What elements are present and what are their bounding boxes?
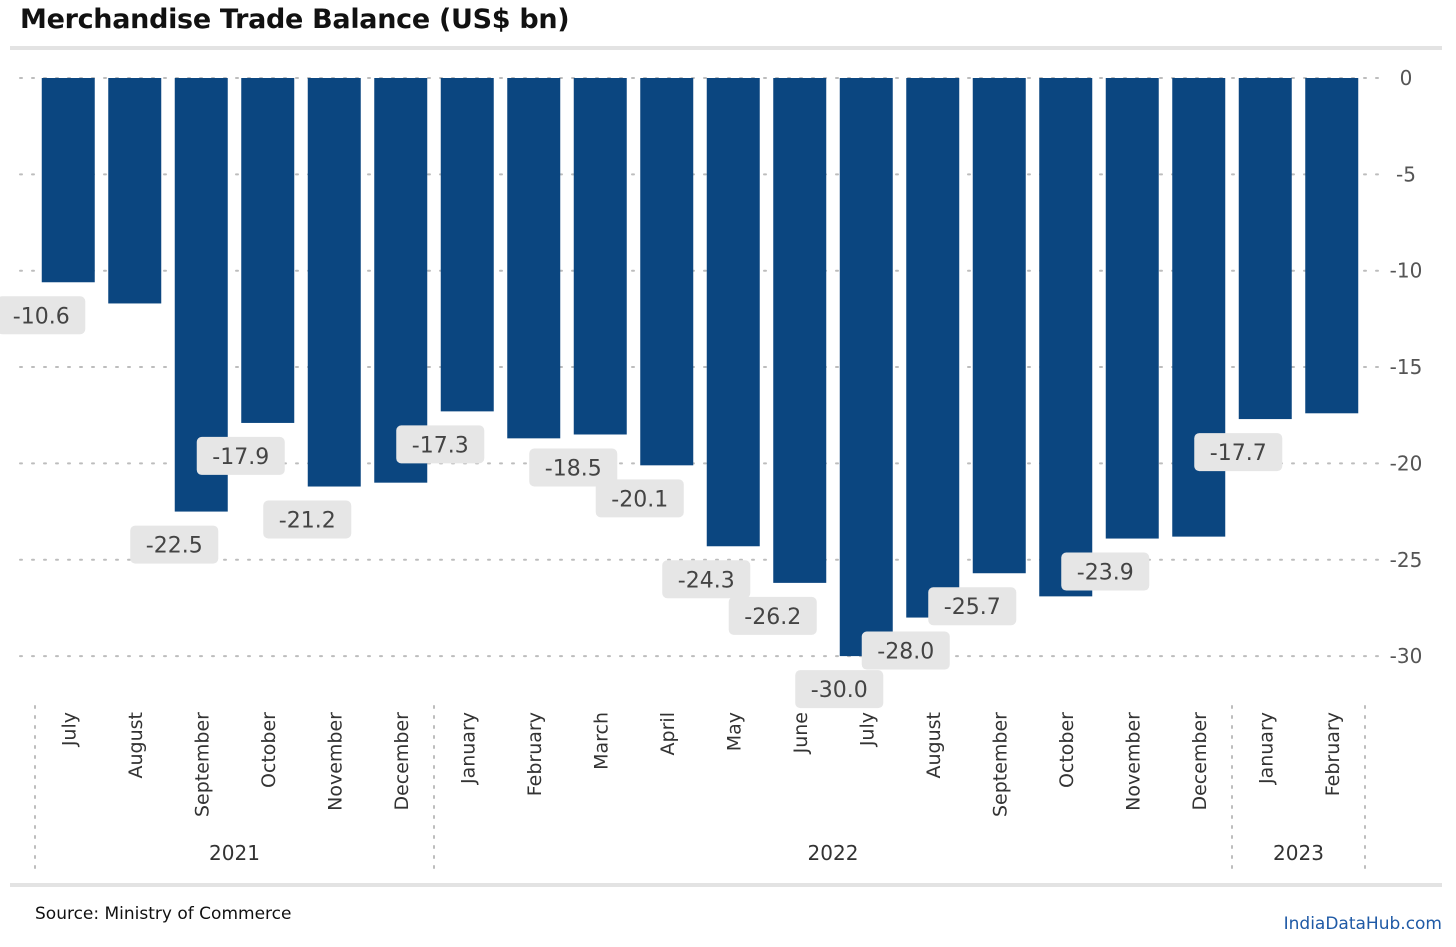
data-label-bg [396,425,485,464]
data-label-bg [595,479,684,518]
year-label: 2021 [209,841,260,865]
data-label: -28.0 [861,631,950,670]
x-tick-label: August [125,712,147,779]
x-tick-label: July [58,712,80,747]
data-label-text: -25.7 [944,595,1001,620]
y-tick-label: -20 [1390,451,1423,475]
y-tick-label: 0 [1400,66,1413,90]
y-tick-label: -25 [1390,548,1423,572]
data-label: -20.1 [595,479,684,518]
chart-title: Merchandise Trade Balance (US$ bn) [20,4,570,35]
bar [1105,78,1159,539]
data-label-text: -21.2 [279,509,336,534]
x-tick-label: January [1255,712,1277,785]
bar [108,78,162,304]
data-label-text: -20.1 [611,487,668,512]
bar [41,78,95,283]
x-tick-label: October [1056,712,1078,788]
data-label-bg [728,596,817,635]
bar [374,78,428,483]
x-tick-label: October [258,712,280,788]
y-tick-label: -30 [1390,644,1423,668]
x-tick-label: September [989,712,1011,817]
bar [1039,78,1093,597]
bar [573,78,627,435]
data-label-text: -24.3 [678,568,735,593]
data-label-bg [861,631,950,670]
data-label-text: -28.0 [877,640,934,665]
y-tick-label: -10 [1390,259,1423,283]
data-label: -10.6 [0,296,86,335]
bar [507,78,561,439]
data-label-text: -22.5 [146,534,203,559]
data-label-text: -17.9 [212,445,269,470]
bar-chart: 0 -5 -10 -15 -20 -25 -30 -10.6 -22.5 -17.9 -21.2 -1… [0,66,1423,873]
data-label-bg [1061,552,1150,591]
data-label-bg [0,296,86,335]
x-tick-label: December [391,712,413,811]
data-label-text: -26.2 [744,605,801,630]
year-label: 2023 [1273,841,1324,865]
x-tick-label: April [657,712,679,755]
x-tick-label: May [723,712,745,751]
data-label-bg [196,436,285,475]
data-label: -25.7 [928,587,1017,626]
data-label-text: -30.0 [811,678,868,703]
data-label-bg [263,500,352,539]
data-label: -23.9 [1061,552,1150,591]
bar [307,78,361,487]
x-tick-label: March [590,712,612,770]
year-label: 2022 [808,841,859,865]
x-tick-label: July [856,712,878,747]
data-label: -18.5 [529,448,618,487]
data-label-text: -17.7 [1210,441,1267,466]
data-label-text: -17.3 [412,433,469,458]
data-label-text: -18.5 [545,456,602,481]
data-label: -26.2 [728,596,817,635]
data-label-bg [795,670,884,709]
data-label: -17.7 [1194,433,1283,472]
data-label-bg [1194,433,1283,472]
x-tick-label: December [1189,712,1211,811]
data-label-bg [130,525,219,564]
x-tick-label: February [524,712,546,796]
bar [972,78,1026,574]
bar [241,78,295,423]
bar [440,78,494,412]
x-tick-label: November [324,712,346,811]
data-label-text: -10.6 [13,304,70,329]
x-tick-label: August [923,712,945,779]
y-tick-label: -5 [1396,162,1416,186]
x-tick-label: June [790,712,812,754]
bar [1238,78,1292,420]
bar [773,78,827,583]
data-label-bg [529,448,618,487]
footer-rule [10,883,1442,887]
source-note: Source: Ministry of Commerce [35,904,292,924]
data-label: -17.9 [196,436,285,475]
bar [906,78,960,618]
data-label: -30.0 [795,670,884,709]
x-tick-label: September [191,712,213,817]
data-label: -21.2 [263,500,352,539]
x-tick-label: February [1322,712,1344,796]
bar [839,78,893,657]
data-label-bg [662,560,751,599]
x-tick-label: January [457,712,479,785]
data-label-text: -23.9 [1077,561,1134,586]
data-label: -24.3 [662,560,751,599]
bar [1305,78,1359,414]
header-rule [10,46,1442,50]
bar [640,78,694,466]
bar [706,78,760,547]
brand-link[interactable]: IndiaDataHub.com [1283,914,1442,934]
data-label-bg [928,587,1017,626]
y-tick-label: -15 [1390,355,1423,379]
data-label: -22.5 [130,525,219,564]
x-tick-label: November [1122,712,1144,811]
data-label: -17.3 [396,425,485,464]
